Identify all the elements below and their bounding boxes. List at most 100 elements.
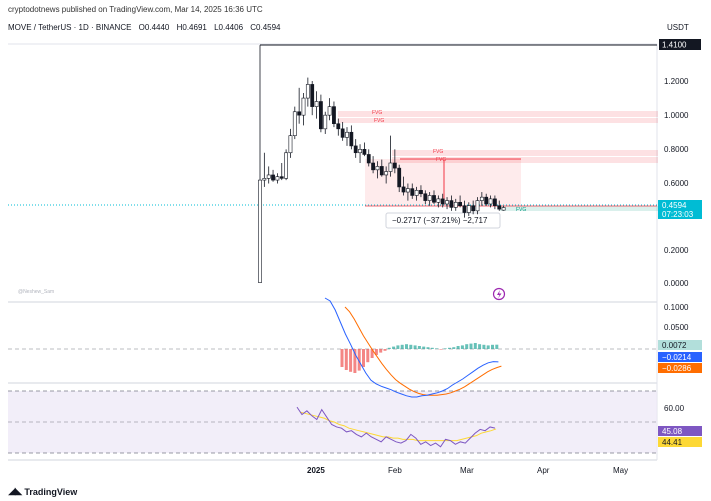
author-watermark: @Neshew_Sam — [18, 289, 54, 295]
macd-histogram-bar — [473, 343, 477, 349]
high-marker-label: 1.4100 — [662, 41, 687, 50]
candle-body — [310, 84, 315, 107]
fvg-zone[interactable] — [392, 150, 658, 156]
macd-histogram-bar — [478, 344, 482, 349]
measure-label-box — [385, 212, 501, 229]
signal-line — [344, 306, 502, 396]
candle-body — [423, 193, 428, 201]
candle-body — [271, 174, 275, 181]
fvg-label: FVG — [436, 157, 446, 163]
candle-body — [458, 201, 463, 207]
fvg-zone[interactable] — [338, 118, 658, 123]
candle-body — [323, 114, 328, 130]
rsi-badge — [658, 426, 702, 436]
macd-hist-badge — [658, 340, 702, 350]
rsi-tick: 60.00 — [664, 404, 685, 413]
symbol-name[interactable]: MOVE / TetherUS · 1D · BINANCE — [8, 23, 132, 32]
macd-histogram-bar — [448, 347, 451, 349]
signal-line-label: −0.0286 — [662, 364, 692, 373]
candle-body — [371, 162, 376, 171]
macd-histogram-bar — [439, 349, 443, 350]
fvg-label: FVG — [374, 118, 384, 124]
candle-body — [471, 205, 476, 212]
candle-body — [484, 196, 489, 205]
candle-body — [501, 207, 506, 211]
candle-body — [497, 205, 502, 210]
macd-histogram-bar — [426, 347, 430, 349]
macd-group[interactable] — [324, 297, 502, 398]
candle-body — [479, 196, 484, 201]
macd-line-badge — [658, 352, 702, 362]
tradingview-logo-icon: ◢◣ — [8, 486, 22, 497]
macd-histogram-bar — [379, 349, 383, 353]
macd-histogram-bar — [465, 344, 469, 349]
candle-body — [405, 188, 410, 193]
candle-body — [388, 162, 393, 172]
macd-histogram-bar — [417, 346, 421, 349]
fvg-zone[interactable] — [338, 111, 658, 117]
candle-body — [340, 128, 345, 138]
ohlc-low: L0.4406 — [214, 23, 244, 32]
macd-histogram-bar — [400, 344, 404, 349]
candle-body — [462, 205, 467, 213]
macd-histogram-bar — [443, 348, 447, 349]
candle-body — [353, 145, 358, 154]
candle-body — [449, 200, 454, 208]
rsi-group[interactable] — [296, 406, 497, 448]
macd-histogram-bar — [452, 347, 456, 349]
tradingview-logo-text: TradingView — [24, 486, 78, 497]
ohlc-high: H0.4691 — [176, 23, 207, 32]
time-label: Feb — [388, 466, 402, 475]
last-price-badge — [658, 200, 702, 219]
macd-histogram-bar — [357, 349, 361, 371]
macd-histogram-bar — [482, 344, 486, 349]
signal-line-badge — [658, 363, 702, 373]
currency-label[interactable]: USDT — [667, 23, 689, 32]
candle-body — [297, 111, 302, 116]
price-tick: 1.0000 — [664, 111, 689, 120]
lightning-icon[interactable] — [492, 287, 506, 301]
candle-body — [332, 106, 336, 125]
candle-body — [392, 162, 397, 169]
macd-histogram-bar — [469, 343, 473, 349]
candle-body — [432, 195, 436, 203]
candle-body — [275, 176, 280, 181]
candle-body — [466, 205, 471, 213]
price-tick: 0.8000 — [664, 145, 689, 154]
candle-body — [436, 198, 441, 203]
macd-histogram-bar — [374, 349, 378, 355]
candle-body — [345, 131, 349, 138]
candles-group[interactable] — [258, 45, 506, 283]
tradingview-logo[interactable]: ◢◣ TradingView — [8, 486, 77, 497]
candle-body — [292, 111, 297, 136]
macd-histogram-bar — [353, 349, 357, 373]
time-label: May — [613, 466, 628, 475]
fvg-zone[interactable] — [392, 157, 658, 163]
rsi-ma-label: 44.41 — [662, 438, 683, 447]
macd-tick: 0.1000 — [664, 303, 689, 312]
macd-histogram-bar — [349, 349, 353, 372]
fvg-zone[interactable] — [500, 206, 658, 211]
candle-body — [427, 195, 432, 201]
macd-histogram-bar — [491, 344, 494, 349]
candle-body — [410, 188, 415, 196]
measure-label: −0.2717 (−37.21%) −2,717 — [392, 216, 488, 225]
rsi-ma-badge — [658, 437, 702, 447]
candle-body — [284, 152, 289, 179]
candle-body — [488, 198, 493, 205]
macd-histogram-bar — [383, 349, 387, 351]
candle-body — [492, 198, 497, 207]
candle-body — [279, 176, 284, 179]
candle-body — [440, 198, 445, 205]
candle-body — [475, 200, 480, 212]
candle-body — [318, 101, 323, 130]
macd-histogram-bar — [405, 344, 408, 349]
macd-histogram-bar — [340, 349, 344, 367]
macd-histogram-bar — [456, 346, 460, 349]
macd-tick: 0.0500 — [664, 323, 689, 332]
macd-histogram-bar — [387, 347, 391, 349]
candle-body — [336, 123, 341, 130]
candle-body — [379, 166, 384, 176]
rsi-ma-line — [299, 411, 497, 442]
